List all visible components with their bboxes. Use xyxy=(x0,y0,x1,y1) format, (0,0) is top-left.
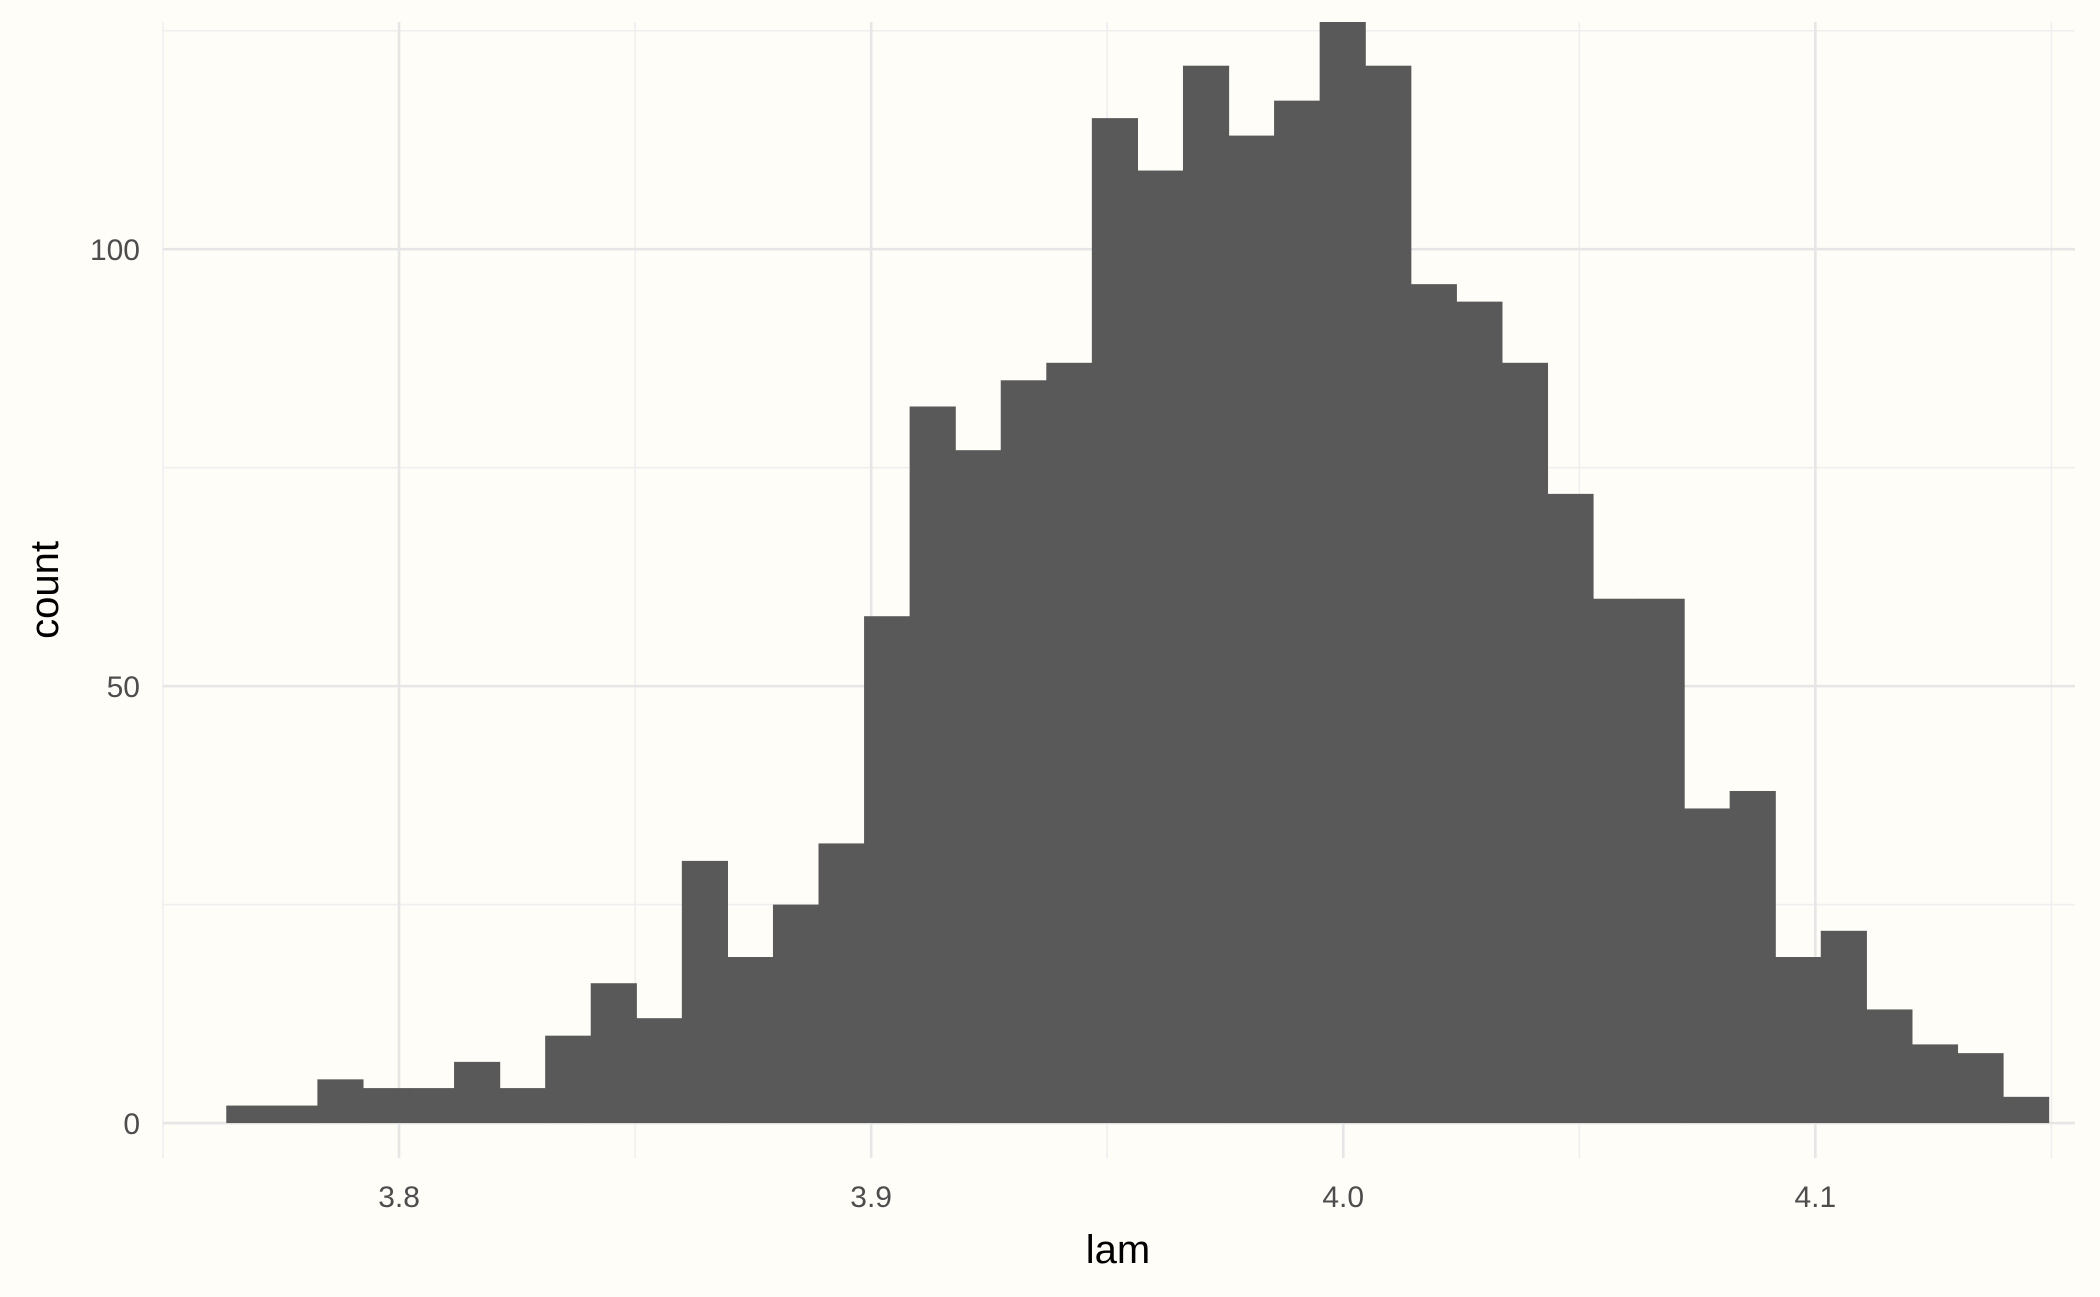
histogram-bar xyxy=(1957,1053,2004,1124)
histogram-bar xyxy=(772,904,820,1124)
y-tick-label: 100 xyxy=(90,234,140,267)
histogram-bar xyxy=(271,1105,318,1124)
histogram-bar xyxy=(1866,1009,1913,1124)
histogram-bar xyxy=(864,616,911,1124)
histogram-bar xyxy=(362,1088,410,1124)
histogram-bar xyxy=(499,1088,546,1124)
histogram-bar xyxy=(1911,1044,1959,1124)
y-tick-label: 50 xyxy=(107,671,140,704)
x-tick-label: 3.9 xyxy=(850,1181,892,1214)
histogram-bar xyxy=(1638,598,1685,1124)
histogram-bar xyxy=(317,1079,364,1124)
histogram-bar xyxy=(2003,1096,2050,1124)
histogram-bar xyxy=(909,406,956,1124)
x-axis-tick-labels: 3.8 3.9 4.0 4.1 xyxy=(378,1181,1836,1214)
histogram-bar xyxy=(1410,284,1457,1124)
histogram-bar xyxy=(1274,100,1321,1124)
histogram-bar xyxy=(1820,930,1867,1124)
histogram-bar xyxy=(1137,170,1184,1124)
histogram-bar xyxy=(1592,598,1640,1124)
histogram-bar xyxy=(1319,22,1366,1124)
histogram-bar xyxy=(1228,135,1275,1124)
histogram-bar xyxy=(1182,65,1230,1124)
histogram-bar xyxy=(1456,301,1503,1124)
histogram-bar xyxy=(727,957,774,1124)
histogram-bar xyxy=(590,983,637,1124)
histogram-bar xyxy=(1046,362,1093,1124)
histogram-bar xyxy=(226,1105,273,1124)
histogram-bar xyxy=(1729,790,1776,1124)
histogram-bar xyxy=(1091,118,1139,1124)
histogram-bar xyxy=(1501,362,1549,1124)
histogram-bar xyxy=(955,450,1002,1124)
histogram-bar xyxy=(1547,493,1594,1124)
y-axis-title: count xyxy=(23,541,67,639)
y-axis-tick-labels: 0 50 100 xyxy=(90,234,140,1141)
histogram-bar xyxy=(818,843,865,1124)
y-tick-label: 0 xyxy=(123,1108,140,1141)
histogram-bar xyxy=(454,1061,501,1124)
histogram-bar xyxy=(408,1088,455,1124)
histogram-bar xyxy=(1775,957,1822,1124)
x-axis-title: lam xyxy=(1086,1228,1150,1272)
histogram-bar xyxy=(1365,65,1412,1124)
x-tick-label: 4.0 xyxy=(1322,1181,1364,1214)
histogram-bar xyxy=(1000,380,1047,1124)
x-tick-label: 4.1 xyxy=(1794,1181,1836,1214)
histogram-bars xyxy=(226,22,2050,1124)
x-tick-label: 3.8 xyxy=(378,1181,420,1214)
histogram-bar xyxy=(636,1018,683,1124)
histogram-bar xyxy=(681,860,728,1124)
histogram-bar xyxy=(545,1035,592,1124)
histogram-bar xyxy=(1684,808,1731,1124)
